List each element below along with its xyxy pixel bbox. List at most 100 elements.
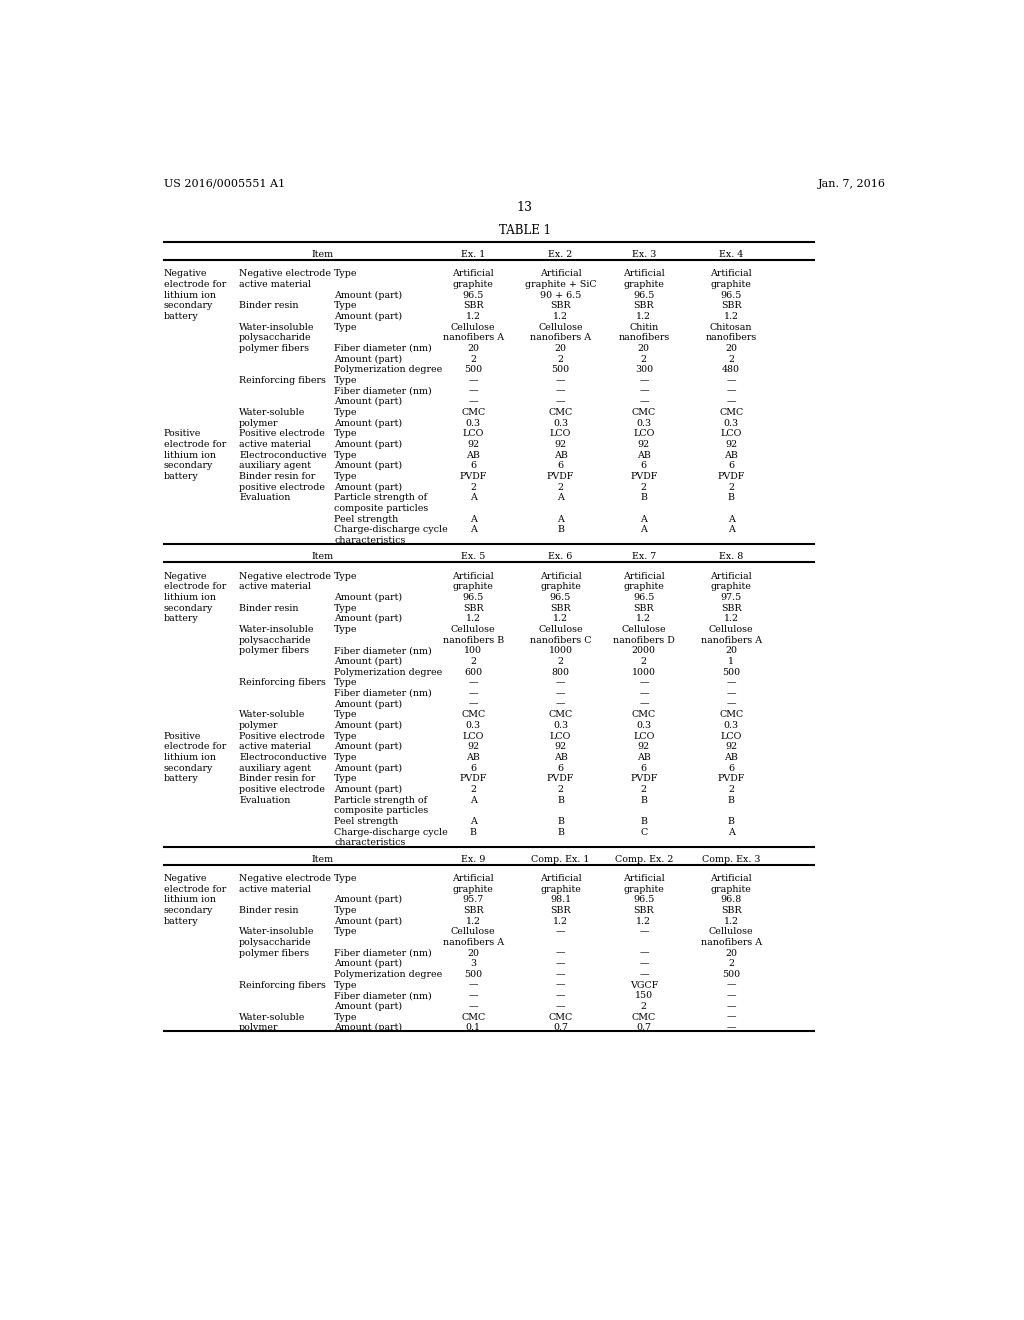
- Text: Type: Type: [334, 906, 357, 915]
- Text: 1.2: 1.2: [553, 916, 568, 925]
- Text: A: A: [557, 494, 564, 503]
- Text: Type: Type: [334, 450, 357, 459]
- Text: —: —: [468, 700, 478, 709]
- Text: Artificial: Artificial: [540, 572, 582, 581]
- Text: Amount (part): Amount (part): [334, 1002, 402, 1011]
- Text: 96.8: 96.8: [721, 895, 741, 904]
- Text: polymer: polymer: [240, 721, 279, 730]
- Text: LCO: LCO: [550, 429, 571, 438]
- Text: Ex. 8: Ex. 8: [719, 552, 743, 561]
- Text: Artificial: Artificial: [623, 269, 665, 279]
- Text: AB: AB: [724, 752, 738, 762]
- Text: —: —: [639, 949, 648, 957]
- Text: —: —: [556, 689, 565, 698]
- Text: 6: 6: [557, 461, 563, 470]
- Text: 6: 6: [728, 764, 734, 772]
- Text: 1.2: 1.2: [636, 614, 651, 623]
- Text: 2: 2: [557, 355, 563, 363]
- Text: SBR: SBR: [721, 906, 741, 915]
- Text: 95.7: 95.7: [463, 895, 484, 904]
- Text: —: —: [726, 981, 736, 990]
- Text: —: —: [556, 700, 565, 709]
- Text: LCO: LCO: [633, 731, 654, 741]
- Text: 1.2: 1.2: [724, 916, 738, 925]
- Text: Type: Type: [334, 752, 357, 762]
- Text: A: A: [470, 525, 476, 535]
- Text: Amount (part): Amount (part): [334, 312, 402, 321]
- Text: 2: 2: [557, 483, 563, 491]
- Text: 480: 480: [722, 366, 740, 375]
- Text: B: B: [557, 796, 564, 805]
- Text: polysaccharide: polysaccharide: [240, 636, 311, 644]
- Text: Negative electrode: Negative electrode: [240, 269, 331, 279]
- Text: polymer fibers: polymer fibers: [240, 949, 309, 957]
- Text: Artificial: Artificial: [453, 269, 495, 279]
- Text: graphite: graphite: [453, 280, 494, 289]
- Text: Amount (part): Amount (part): [334, 764, 402, 772]
- Text: graphite: graphite: [711, 582, 752, 591]
- Text: 2: 2: [557, 785, 563, 795]
- Text: graphite: graphite: [711, 280, 752, 289]
- Text: Water-insoluble: Water-insoluble: [240, 928, 314, 936]
- Text: active material: active material: [240, 280, 311, 289]
- Text: nanofibers A: nanofibers A: [700, 939, 762, 946]
- Text: Electroconductive: Electroconductive: [240, 450, 327, 459]
- Text: Charge-discharge cycle: Charge-discharge cycle: [334, 828, 449, 837]
- Text: 6: 6: [557, 764, 563, 772]
- Text: 6: 6: [728, 461, 734, 470]
- Text: A: A: [470, 817, 476, 826]
- Text: electrode for: electrode for: [164, 440, 226, 449]
- Text: Polymerization degree: Polymerization degree: [334, 366, 442, 375]
- Text: —: —: [556, 928, 565, 936]
- Text: 1.2: 1.2: [466, 312, 480, 321]
- Text: Cellulose: Cellulose: [709, 624, 754, 634]
- Text: 500: 500: [552, 366, 569, 375]
- Text: positive electrode: positive electrode: [240, 785, 325, 795]
- Text: Cellulose: Cellulose: [622, 624, 667, 634]
- Text: graphite: graphite: [624, 582, 665, 591]
- Text: Amount (part): Amount (part): [334, 355, 402, 364]
- Text: —: —: [468, 991, 478, 1001]
- Text: —: —: [468, 387, 478, 396]
- Text: active material: active material: [240, 742, 311, 751]
- Text: 1.2: 1.2: [636, 916, 651, 925]
- Text: 2: 2: [641, 1002, 647, 1011]
- Text: —: —: [639, 689, 648, 698]
- Text: CMC: CMC: [632, 1012, 656, 1022]
- Text: Amount (part): Amount (part): [334, 895, 402, 904]
- Text: battery: battery: [164, 775, 199, 783]
- Text: characteristics: characteristics: [334, 536, 406, 545]
- Text: —: —: [639, 397, 648, 407]
- Text: polysaccharide: polysaccharide: [240, 333, 311, 342]
- Text: graphite: graphite: [711, 884, 752, 894]
- Text: 2: 2: [728, 785, 734, 795]
- Text: CMC: CMC: [461, 1012, 485, 1022]
- Text: CMC: CMC: [549, 710, 572, 719]
- Text: Positive: Positive: [164, 429, 201, 438]
- Text: Type: Type: [334, 572, 357, 581]
- Text: 2: 2: [728, 960, 734, 969]
- Text: Artificial: Artificial: [711, 269, 752, 279]
- Text: 1.2: 1.2: [553, 312, 568, 321]
- Text: —: —: [639, 678, 648, 688]
- Text: Reinforcing fibers: Reinforcing fibers: [240, 981, 326, 990]
- Text: Binder resin: Binder resin: [240, 603, 299, 612]
- Text: LCO: LCO: [633, 429, 654, 438]
- Text: Jan. 7, 2016: Jan. 7, 2016: [818, 178, 886, 189]
- Text: —: —: [556, 397, 565, 407]
- Text: 6: 6: [470, 461, 476, 470]
- Text: LCO: LCO: [550, 731, 571, 741]
- Text: 2: 2: [728, 483, 734, 491]
- Text: SBR: SBR: [634, 603, 654, 612]
- Text: Water-insoluble: Water-insoluble: [240, 322, 314, 331]
- Text: —: —: [639, 700, 648, 709]
- Text: —: —: [639, 387, 648, 396]
- Text: Type: Type: [334, 710, 357, 719]
- Text: 20: 20: [725, 647, 737, 655]
- Text: positive electrode: positive electrode: [240, 483, 325, 491]
- Text: Amount (part): Amount (part): [334, 483, 402, 492]
- Text: polymer fibers: polymer fibers: [240, 647, 309, 655]
- Text: AB: AB: [554, 752, 567, 762]
- Text: composite particles: composite particles: [334, 807, 429, 816]
- Text: Negative: Negative: [164, 874, 207, 883]
